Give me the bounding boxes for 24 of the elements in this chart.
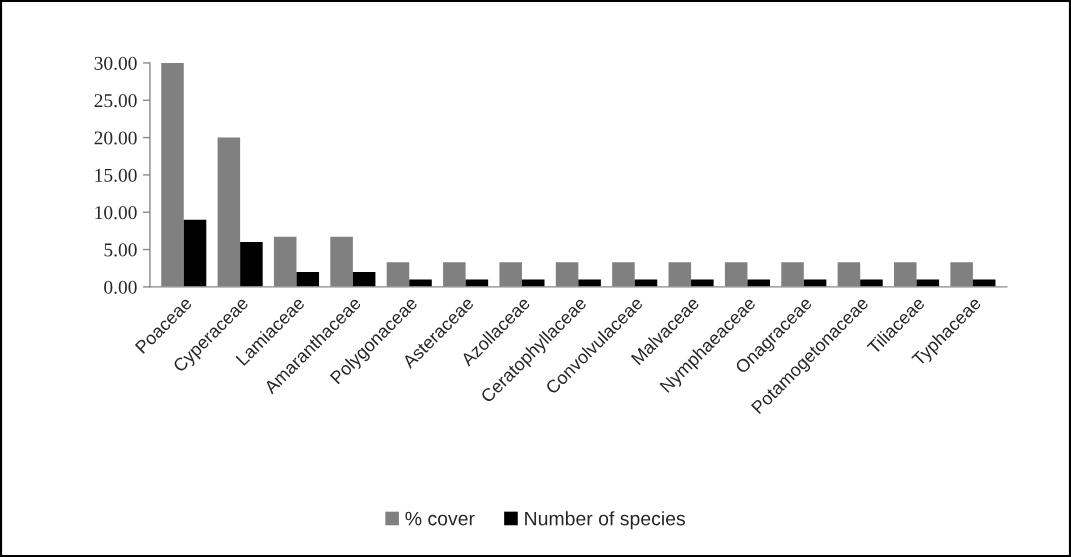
legend-label: % cover	[405, 511, 475, 526]
bar	[240, 242, 263, 287]
bar	[296, 271, 320, 287]
bar	[691, 279, 714, 287]
y-tick-label: 0.00	[104, 280, 137, 294]
y-tick-label: 20.00	[94, 131, 137, 145]
bar	[860, 279, 883, 287]
bar	[352, 271, 376, 287]
bar	[409, 279, 432, 287]
y-tick-label: 25.00	[94, 94, 137, 108]
y-tick-label: 5.00	[104, 243, 137, 257]
y-tick-label: 15.00	[95, 168, 137, 182]
y-tick-label: 30.00	[94, 56, 137, 70]
bar	[916, 279, 940, 287]
bar	[521, 279, 545, 287]
bar	[634, 279, 658, 287]
bar	[972, 279, 996, 287]
bar	[747, 279, 770, 287]
bar	[183, 219, 207, 287]
bar	[465, 279, 489, 287]
y-tick-label: 10.00	[95, 206, 137, 220]
bar	[578, 279, 601, 287]
legend-label: Number of species	[525, 511, 685, 530]
bar	[803, 279, 827, 287]
